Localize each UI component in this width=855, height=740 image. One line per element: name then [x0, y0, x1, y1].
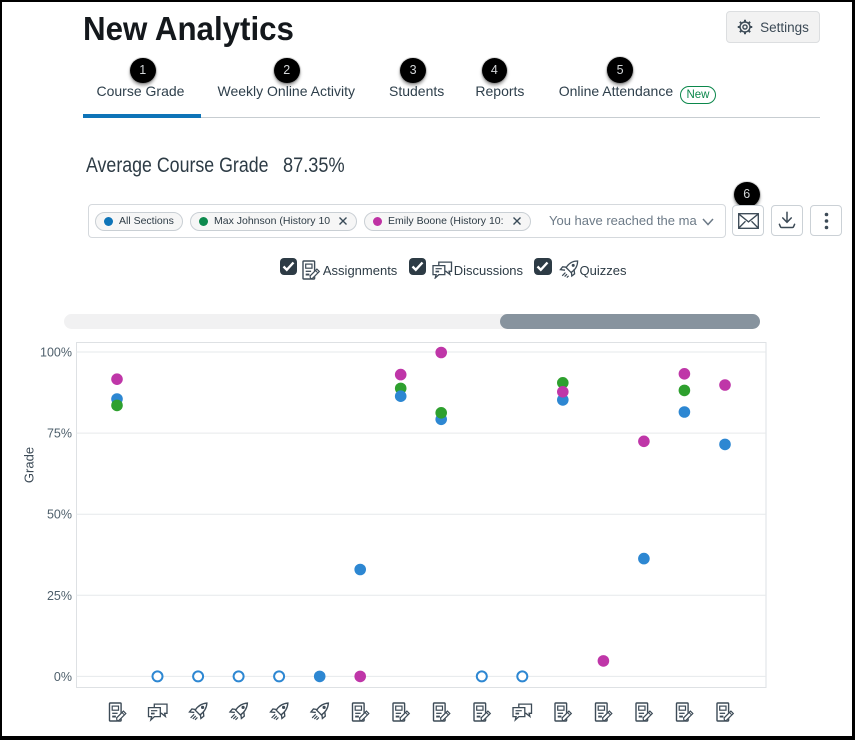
- svg-text:50%: 50%: [47, 508, 72, 522]
- svg-text:100%: 100%: [40, 346, 72, 360]
- svg-text:Grade: Grade: [22, 447, 37, 483]
- svg-text:75%: 75%: [47, 427, 72, 441]
- svg-text:25%: 25%: [47, 589, 72, 603]
- svg-text:0%: 0%: [54, 670, 72, 684]
